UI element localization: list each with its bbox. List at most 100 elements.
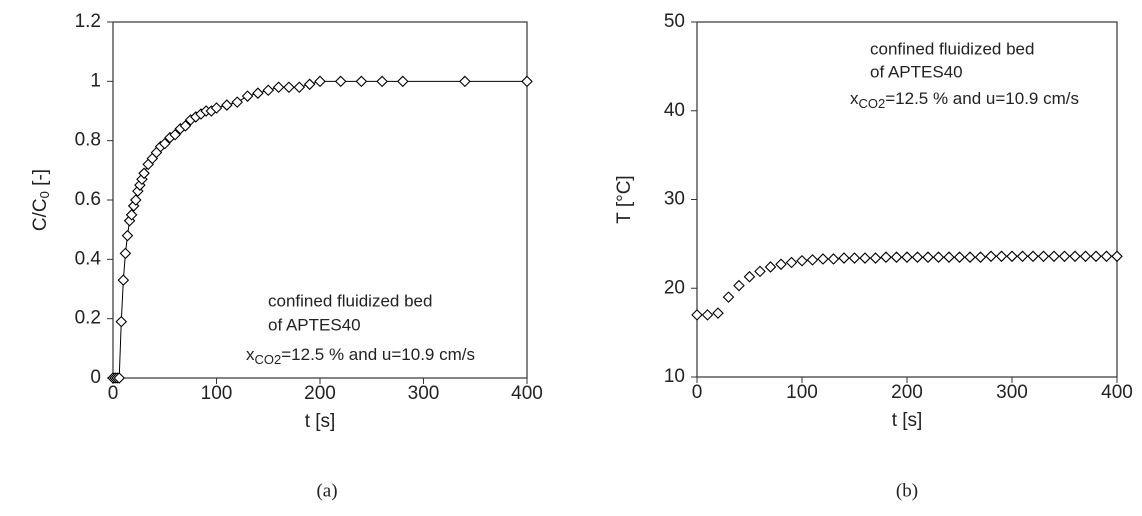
data-point <box>859 252 871 264</box>
data-point <box>796 254 808 267</box>
data-point <box>995 250 1008 263</box>
x-axis-label: t [s] <box>892 410 923 431</box>
annotation: of APTES40 <box>870 62 963 81</box>
data-point <box>943 251 955 263</box>
annotation-sub: CO2 <box>255 352 282 367</box>
panel-label: (a) <box>316 480 337 501</box>
data-point <box>922 251 934 263</box>
data-point <box>880 251 892 263</box>
data-point <box>459 75 471 88</box>
y-tick-label: 20 <box>664 277 685 298</box>
x-tick-label: 200 <box>304 383 336 404</box>
data-point <box>1027 250 1039 263</box>
data-point <box>179 120 192 132</box>
y-tick-label: 0.4 <box>75 248 102 269</box>
data-point <box>121 229 134 242</box>
data-point <box>848 252 861 264</box>
data-point <box>722 291 735 303</box>
data-point <box>158 137 171 150</box>
data-point <box>754 265 766 278</box>
data-point <box>1069 250 1081 263</box>
y-tick-label: 0.2 <box>75 308 101 329</box>
data-point <box>1079 250 1092 263</box>
x-tick-label: 0 <box>692 382 703 403</box>
data-point <box>303 78 316 91</box>
annotation-main: x <box>850 89 859 108</box>
data-point <box>817 253 829 265</box>
y-tick-label: 50 <box>664 11 685 32</box>
data-point <box>1006 250 1018 263</box>
data-point <box>221 99 233 111</box>
annotation-rest: =12.5 % and u=10.9 cm/s <box>281 345 475 364</box>
y-tick-label: 1 <box>90 70 101 91</box>
data-point <box>125 209 138 221</box>
data-point <box>376 75 388 88</box>
data-point <box>890 251 903 263</box>
data-point <box>1100 250 1113 263</box>
y-tick-label: 30 <box>664 189 685 210</box>
data-point <box>1048 250 1060 263</box>
data-point <box>838 252 850 264</box>
data-point <box>283 81 295 94</box>
data-point <box>743 270 756 283</box>
data-point <box>355 75 368 88</box>
data-point <box>169 128 181 141</box>
y-tick-label: 40 <box>664 100 685 121</box>
data-point <box>964 251 976 263</box>
x-tick-label: 400 <box>1101 382 1133 403</box>
data-point <box>293 81 306 94</box>
annotation: confined fluidized bed <box>268 291 432 310</box>
data-point <box>1058 250 1071 263</box>
annotation-sub: CO2 <box>859 96 886 111</box>
data-point <box>1111 250 1123 263</box>
data-point <box>733 279 745 292</box>
y-tick-label: 1.2 <box>75 11 101 32</box>
data-point <box>785 256 798 269</box>
y-axis-label: C/C0 [-] <box>30 169 52 231</box>
x-tick-label: 300 <box>996 382 1028 403</box>
data-point <box>764 261 777 273</box>
annotation: xCO2=12.5 % and u=10.9 cm/s <box>850 89 1079 111</box>
data-point <box>231 96 243 108</box>
data-point <box>252 87 264 99</box>
data-point <box>119 247 132 260</box>
data-point <box>138 167 150 180</box>
data-point <box>1090 250 1102 263</box>
x-tick-label: 300 <box>408 383 440 404</box>
data-point <box>117 274 130 286</box>
data-point <box>712 307 724 319</box>
data-point <box>113 372 125 384</box>
data-point <box>932 251 945 263</box>
panel-label: (b) <box>896 480 918 501</box>
data-point <box>521 75 533 88</box>
x-tick-label: 200 <box>891 382 923 403</box>
data-point <box>262 84 275 97</box>
x-tick-label: 100 <box>786 382 818 403</box>
data-point <box>974 251 987 263</box>
annotation-main: x <box>246 345 255 364</box>
data-point <box>691 309 703 321</box>
y-axis-label-rest: [-] <box>30 169 51 191</box>
data-point <box>869 252 882 264</box>
data-point <box>115 315 128 328</box>
data-point <box>129 194 142 206</box>
data-point <box>314 75 326 88</box>
y-axis-label-main: C/C <box>30 198 51 231</box>
y-axis-label-sub: 0 <box>37 191 52 198</box>
annotation: of APTES40 <box>268 315 361 334</box>
data-point <box>806 254 819 266</box>
data-point <box>397 75 409 88</box>
annotation: xCO2=12.5 % and u=10.9 cm/s <box>246 345 475 367</box>
data-point <box>334 75 347 88</box>
data-point <box>901 251 913 263</box>
y-tick-label: 0 <box>90 367 101 388</box>
y-axis-label: T [°C] <box>614 175 635 223</box>
data-point <box>775 258 787 271</box>
x-axis-label: t [s] <box>305 411 336 432</box>
data-point <box>953 251 966 263</box>
y-tick-label: 0.6 <box>75 189 101 210</box>
annotation-rest: =12.5 % and u=10.9 cm/s <box>885 89 1079 108</box>
y-tick-label: 10 <box>664 366 685 387</box>
data-point <box>210 102 223 114</box>
